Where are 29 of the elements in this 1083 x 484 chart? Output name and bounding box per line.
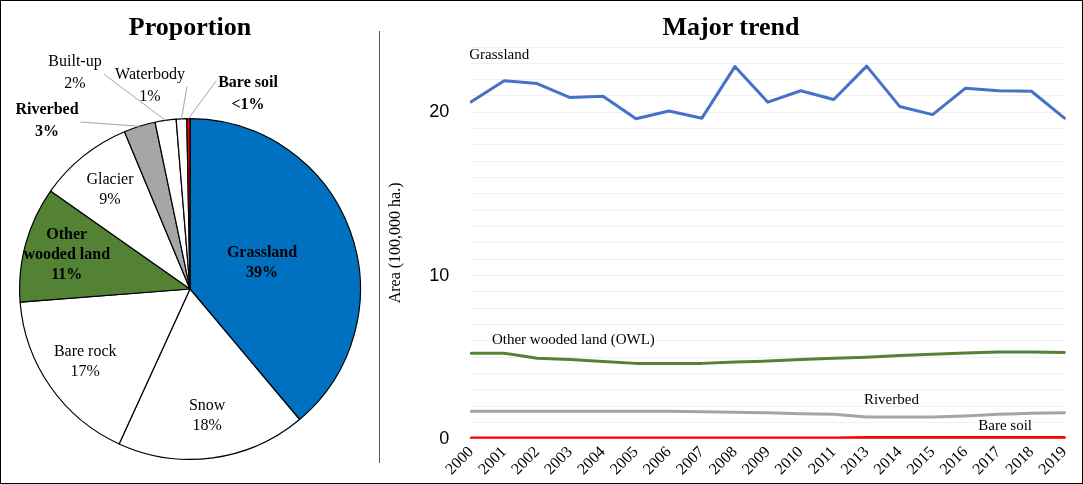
- slice-label: Other wooded land: [23, 225, 111, 263]
- y-tick-label: 20: [429, 101, 450, 122]
- slice-label: Glacier: [86, 169, 135, 187]
- slice-label: Riverbed: [15, 100, 79, 118]
- data-label: 1%: [139, 87, 161, 105]
- y-axis-title: Area (100,000 ha.): [385, 182, 404, 304]
- slice-label: Built-up: [48, 52, 102, 71]
- series-label: Riverbed: [863, 390, 920, 407]
- chart-title: Proportion: [128, 11, 252, 41]
- y-tick-label: 0: [439, 427, 450, 448]
- slice-label: Bare rock: [53, 342, 117, 360]
- data-label: 18%: [192, 415, 222, 433]
- data-label: 3%: [35, 122, 59, 140]
- data-label: 11%: [51, 265, 83, 283]
- chart-title: Major trend: [662, 11, 801, 41]
- slice-label: Snow: [188, 395, 226, 413]
- data-label: 9%: [99, 189, 121, 207]
- series-label: Other wooded land (OWL): [491, 331, 655, 349]
- series-label: Bare soil: [978, 416, 1032, 433]
- slice-label: Waterbody: [115, 65, 185, 84]
- x-tick-label: 2011: [804, 442, 839, 477]
- slice-label: Grassland: [226, 242, 298, 260]
- data-label: 17%: [70, 362, 100, 380]
- data-label: 39%: [246, 262, 279, 280]
- data-label: 2%: [64, 74, 86, 92]
- slice-label: Bare soil: [218, 73, 279, 91]
- y-tick-label: 10: [429, 264, 450, 285]
- series-label: Grassland: [469, 45, 530, 62]
- data-label: <1%: [231, 95, 265, 113]
